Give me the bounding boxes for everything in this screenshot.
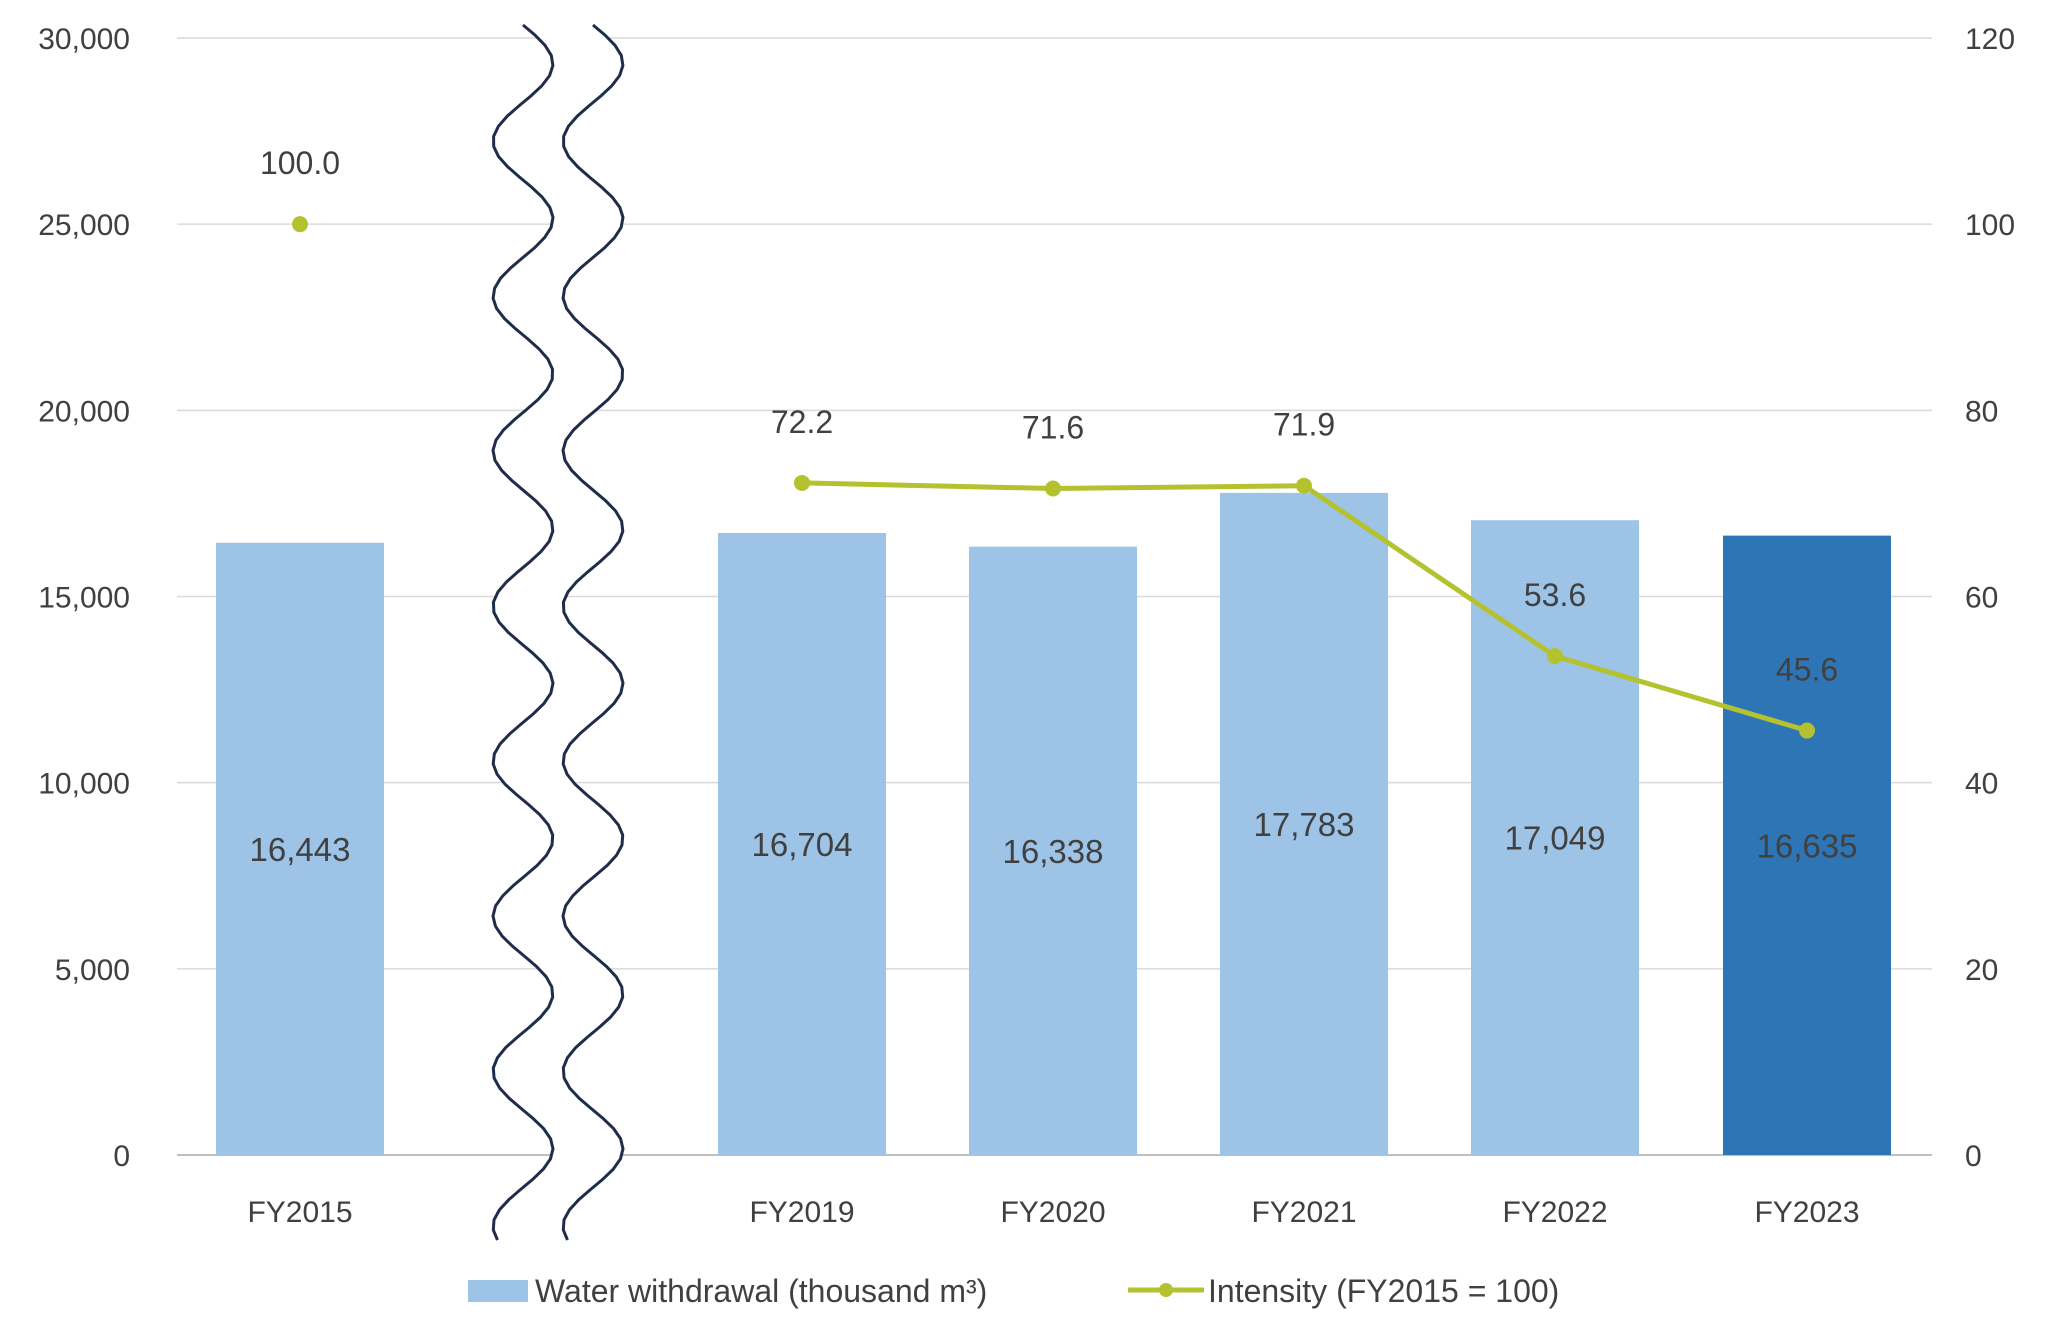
bar [969, 546, 1137, 1155]
left-axis-ticks: 0 5,000 10,000 15,000 20,000 25,000 30,000 [38, 23, 130, 1173]
bar [1220, 492, 1388, 1155]
bar-data-label: 16,635 [1757, 827, 1858, 864]
intensity-data-label: 53.6 [1524, 577, 1586, 613]
intensity-point [292, 216, 308, 233]
right-axis-ticks: 0 20 40 60 80 100 120 [1965, 23, 2015, 1173]
right-tick-label: 0 [1965, 1140, 1982, 1173]
left-tick-label: 10,000 [38, 768, 130, 801]
intensity-point [1547, 648, 1563, 665]
legend-label-water-withdrawal: Water withdrawal (thousand m³) [535, 1273, 987, 1309]
category-label: FY2022 [1502, 1196, 1607, 1229]
intensity-point [1296, 477, 1312, 494]
left-tick-label: 20,000 [38, 395, 130, 428]
bar [718, 533, 886, 1155]
legend-marker-intensity [1159, 1283, 1173, 1297]
left-tick-label: 30,000 [38, 23, 130, 56]
right-tick-label: 20 [1965, 954, 1998, 987]
category-labels: FY2015 FY2019 FY2020 FY2021 FY2022 FY2023 [247, 1196, 1859, 1229]
intensity-line [292, 216, 1815, 739]
intensity-data-label: 71.6 [1022, 410, 1084, 446]
right-tick-label: 40 [1965, 768, 1998, 801]
bar-data-label: 16,338 [1003, 833, 1104, 870]
axis-break-symbol [491, 23, 625, 1241]
line-labels: 100.0 72.2 71.6 71.9 53.6 45.6 [260, 145, 1838, 687]
bar [1723, 535, 1891, 1155]
legend: Water withdrawal (thousand m³) Intensity… [468, 1273, 1559, 1309]
intensity-point [1799, 722, 1815, 739]
left-tick-label: 25,000 [38, 209, 130, 242]
axis-break-wave-right [561, 23, 625, 1241]
bar-labels: 16,443 16,704 16,338 17,783 17,049 16,635 [250, 806, 1858, 870]
bar-data-label: 17,049 [1505, 820, 1606, 857]
category-label: FY2020 [1000, 1196, 1105, 1229]
category-label: FY2015 [247, 1196, 352, 1229]
bar-data-label: 16,704 [752, 826, 853, 863]
intensity-data-label: 71.9 [1273, 407, 1335, 443]
category-label: FY2019 [749, 1196, 854, 1229]
bar-data-label: 16,443 [250, 831, 351, 868]
intensity-data-label: 72.2 [771, 404, 833, 440]
intensity-point [794, 474, 810, 491]
right-tick-label: 100 [1965, 209, 2015, 242]
bars [216, 492, 1891, 1155]
bar [216, 542, 384, 1155]
intensity-point [1045, 480, 1061, 497]
right-tick-label: 80 [1965, 395, 1998, 428]
left-tick-label: 5,000 [55, 954, 130, 987]
right-tick-label: 120 [1965, 23, 2015, 56]
intensity-data-label: 45.6 [1776, 652, 1838, 688]
category-label: FY2021 [1251, 1196, 1356, 1229]
right-tick-label: 60 [1965, 582, 1998, 615]
category-label: FY2023 [1754, 1196, 1859, 1229]
left-tick-label: 15,000 [38, 582, 130, 615]
bar [1471, 520, 1639, 1155]
legend-swatch-water-withdrawal [468, 1280, 528, 1302]
axis-break-wave-left [491, 23, 555, 1241]
left-tick-label: 0 [113, 1140, 130, 1173]
legend-label-intensity: Intensity (FY2015 = 100) [1208, 1273, 1559, 1309]
bar-data-label: 17,783 [1254, 806, 1355, 843]
axis-break-gap [493, 25, 623, 1240]
gridlines [177, 37, 1932, 1156]
intensity-data-label: 100.0 [260, 145, 340, 181]
